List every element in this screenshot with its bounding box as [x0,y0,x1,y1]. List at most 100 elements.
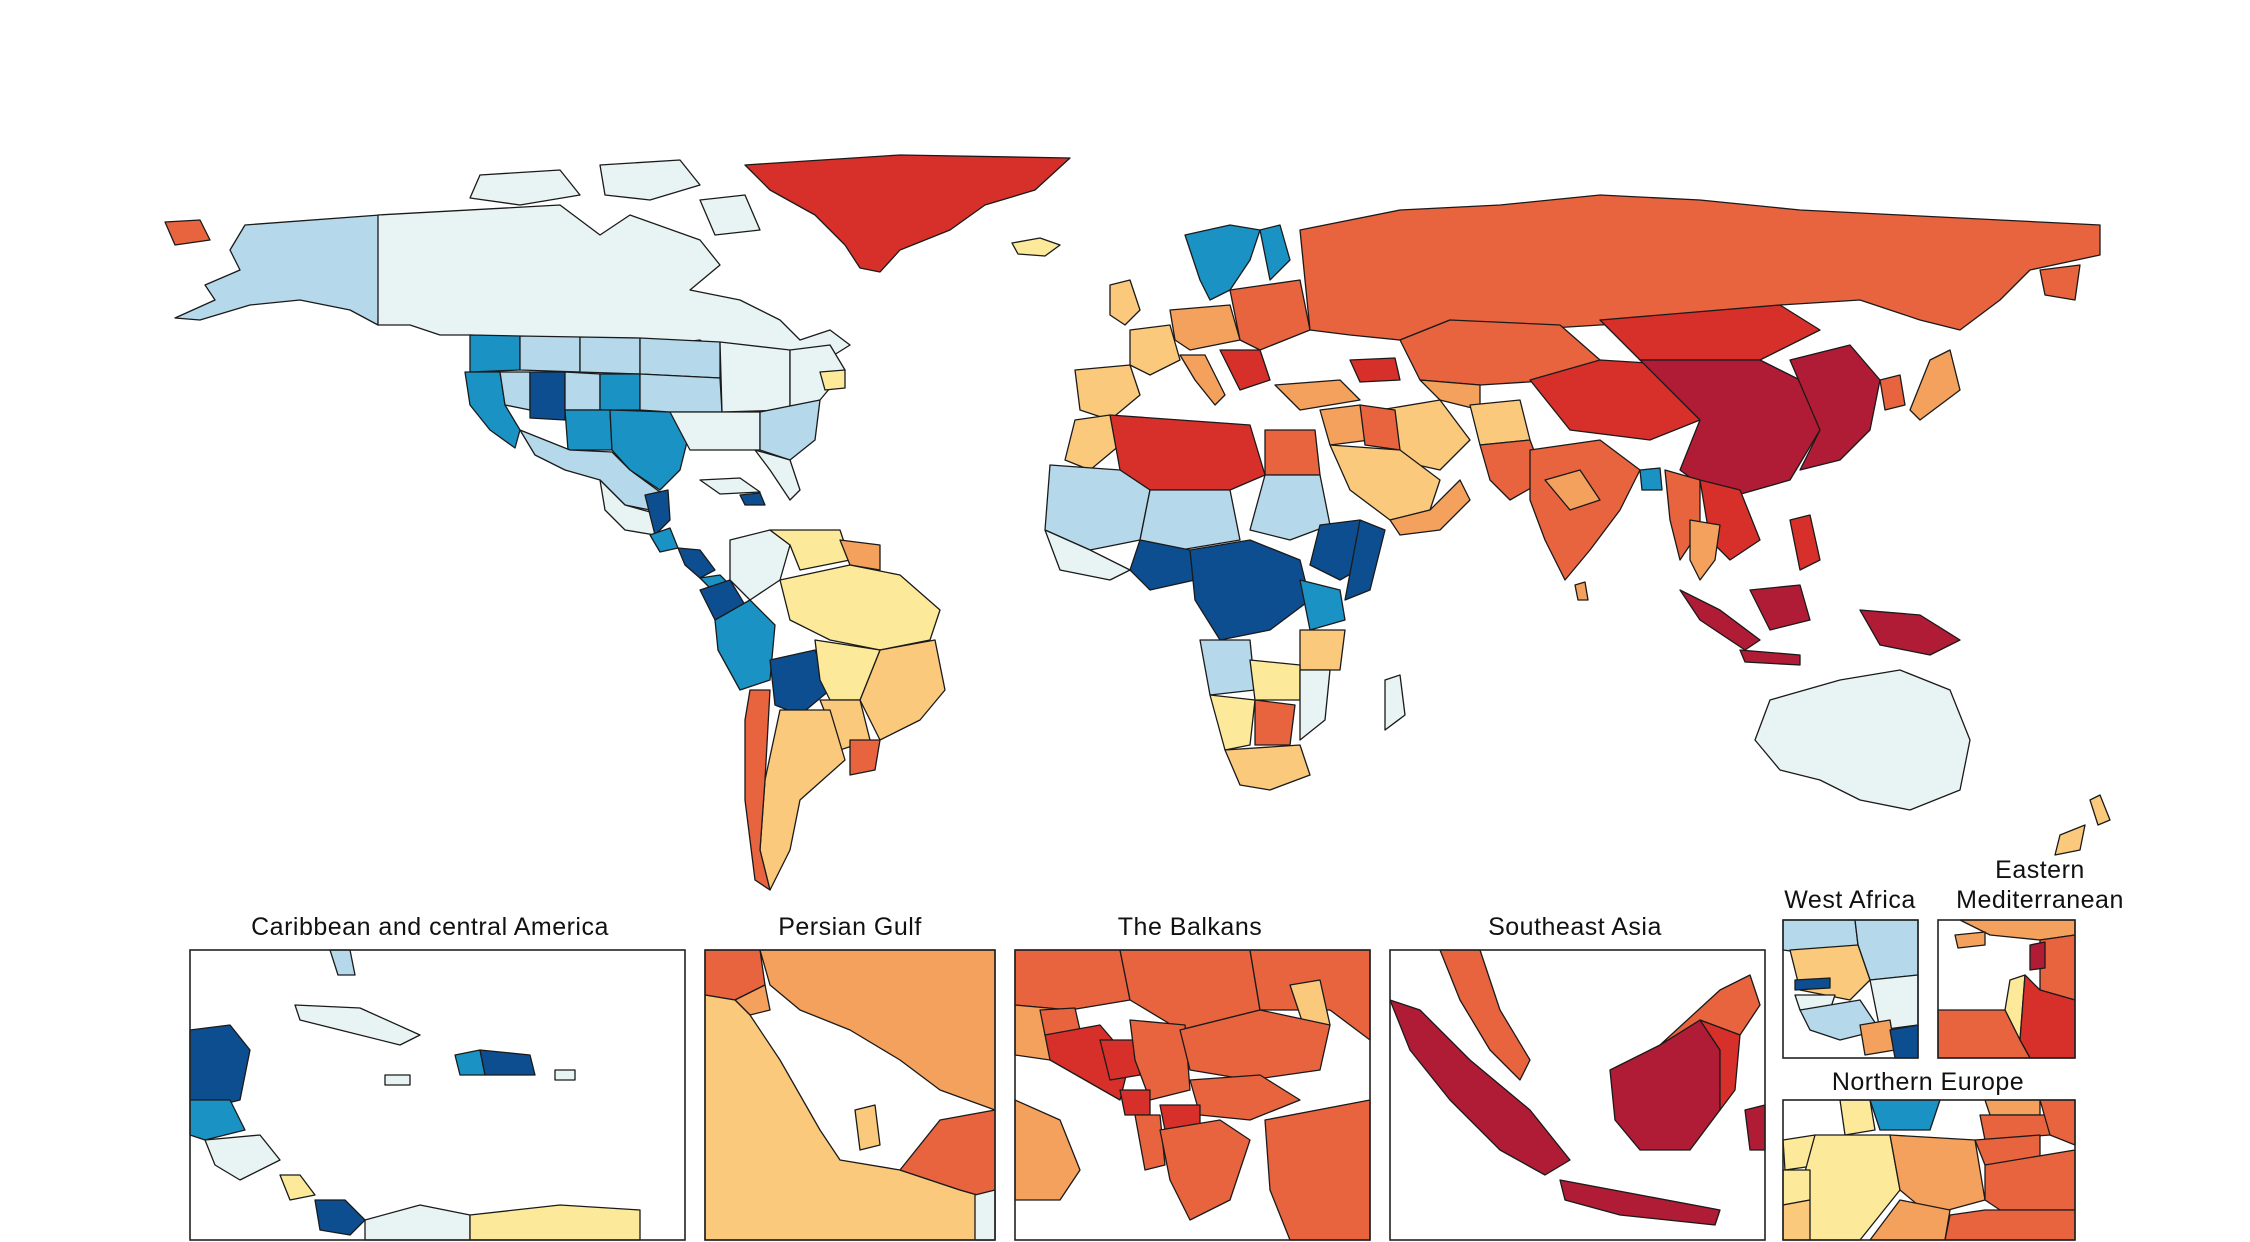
region-brazil-north [779,564,941,651]
region-hispaniola [739,492,766,506]
region-greenland [744,154,1071,273]
region-caribbean-costarica [279,1174,316,1201]
region-caribbean-jamaica [384,1074,411,1086]
region-ne-belgium [1782,1169,1811,1206]
inset-northern-europe-frame [1782,1099,2076,1241]
inset-eastern-med-title-2: Mediterranean [1956,886,2124,914]
region-turkey [1274,379,1361,411]
inset-balkans: The Balkans [1014,913,1371,1241]
region-us-newyork [819,369,846,391]
inset-persian-gulf-title: Persian Gulf [778,913,922,941]
region-us-colorado [599,373,641,411]
region-bangladesh [1639,467,1663,491]
region-em-lebanon [2029,941,2046,971]
inset-northern-europe-title: Northern Europe [1832,1068,2024,1096]
region-wa-guinea [1799,999,1881,1041]
region-afghanistan [1469,399,1531,446]
inset-balkans-title: The Balkans [1118,913,1262,941]
region-nigeria [1129,539,1196,591]
region-argentina [759,709,846,891]
region-mozambique [1299,669,1331,741]
region-pakistan [1479,439,1546,501]
region-finland [1259,224,1291,281]
region-china-east [1789,344,1881,471]
region-gulf-oman [974,1189,996,1241]
inset-eastern-med-frame [1937,919,2076,1059]
region-mexico-yucatan [644,489,671,536]
region-eastern-europe [1229,279,1311,351]
inset-persian-gulf: Persian Gulf [704,913,996,1241]
region-guianas [839,539,881,571]
region-india-north [1544,469,1601,511]
inset-southeast-asia-frame [1389,949,1766,1241]
region-somalia [1344,519,1386,601]
region-central-africa [1189,539,1311,641]
region-sudan [1249,474,1331,541]
inset-eastern-med-title-1: Eastern [1995,856,2085,884]
inset-persian-gulf-frame [704,949,996,1241]
region-east-africa [1299,579,1346,631]
region-em-cyprus [1954,931,1986,949]
region-central-europe [1169,304,1241,351]
region-west-coast [1044,529,1131,581]
region-balkans [1219,349,1271,391]
region-ne-estonia [1984,1099,2041,1116]
region-us-nevada [499,371,531,411]
region-us-utah [564,371,601,411]
region-sea-malaysia-peninsula [1439,949,1531,1081]
region-china-central [1639,359,1821,501]
region-new-zealand-south [2054,824,2086,856]
region-arctic-islands-3 [699,194,761,236]
region-france [1129,324,1181,376]
region-wa-sierraleone [1859,1019,1896,1056]
region-us-newmexico [564,409,613,451]
region-thailand [1689,519,1721,581]
inset-southeast-asia-title: Southeast Asia [1488,913,1662,941]
inset-west-africa-frame [1782,919,1919,1059]
region-us-florida [754,449,801,501]
inset-balkans-frame [1014,949,1371,1241]
region-new-zealand-north [2089,794,2111,826]
region-iberia [1074,364,1141,421]
inset-west-africa: West Africa [1782,886,1919,1059]
region-us-west-2 [519,335,581,373]
region-japan [1909,349,1961,421]
inset-west-africa-title: West Africa [1784,886,1915,914]
region-caribbean-venezuela [469,1204,641,1241]
region-venezuela [769,529,851,571]
region-ne-ukraine [1944,1209,2076,1241]
region-us-arizona [529,371,566,421]
region-morocco [1064,414,1121,471]
region-caribbean-dominican [479,1049,536,1076]
region-balkans-austria [1014,949,1131,1011]
region-sri-lanka [1574,581,1589,601]
region-korea [1879,374,1906,411]
region-us-north-central [639,337,721,379]
region-borneo [1749,584,1811,631]
region-balkans-romania [1179,1009,1331,1081]
inset-southeast-asia: Southeast Asia [1389,913,1766,1241]
region-gulf-qatar [854,1104,881,1151]
region-chukotka-east [164,219,211,246]
region-chile [744,689,771,891]
region-sea-java [1559,1179,1721,1226]
region-zambia [1249,659,1301,701]
region-angola [1199,639,1256,696]
region-uk [1109,279,1141,326]
region-niger-chad [1139,489,1241,551]
region-ne-denmark [1839,1099,1876,1136]
region-arctic-islands-2 [599,159,701,201]
region-colombia [729,529,791,601]
region-egypt [1264,429,1321,476]
region-italy [1179,354,1226,406]
inset-eastern-med: Eastern Mediterranean [1937,856,2124,1059]
region-us-west-3 [579,336,641,375]
region-central-america [677,547,716,579]
region-sumatra [1679,589,1761,651]
region-south-africa [1224,744,1311,791]
region-balkans-albania [1134,1114,1166,1171]
region-namibia [1209,694,1256,751]
region-tanzania [1299,629,1346,671]
inset-caribbean: Caribbean and central America [189,913,686,1241]
region-sea-sumatra [1389,999,1571,1176]
